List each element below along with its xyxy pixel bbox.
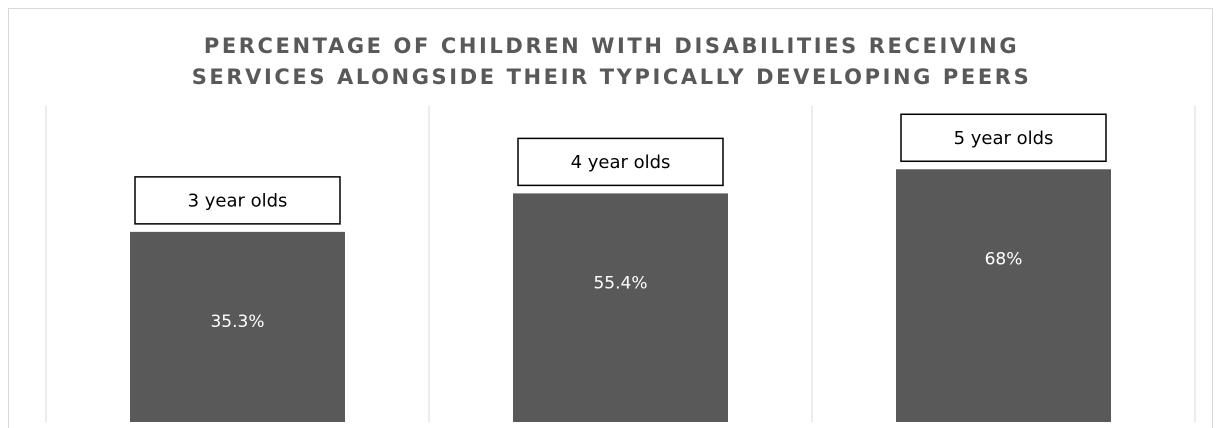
category-label-box-2: [517, 137, 724, 187]
category-label-text-2: 4 year olds: [571, 152, 671, 173]
bar-3: [896, 169, 1111, 422]
category-label-1: 3 year olds: [134, 176, 341, 225]
category-label-3: 5 year olds: [900, 113, 1107, 163]
category-label-2: 4 year olds: [517, 137, 724, 187]
chart-title: PERCENTAGE OF CHILDREN WITH DISABILITIES…: [0, 31, 1223, 93]
bar-value-label-1: 35.3%: [210, 312, 264, 332]
gridlines: [45, 106, 1196, 422]
bar-value-label-3: 68%: [985, 249, 1023, 269]
category-label-text-3: 5 year olds: [954, 128, 1054, 149]
category-label-text-1: 3 year olds: [188, 190, 288, 211]
chart-title-line-1: PERCENTAGE OF CHILDREN WITH DISABILITIES…: [203, 34, 1020, 58]
bar-2: [513, 193, 728, 422]
labels: 35.3% 3 year olds 55.4% 4 year olds 68% 5 yea…: [134, 113, 1107, 332]
bar-value-label-2: 55.4%: [593, 273, 647, 293]
chart-title-line-2: SERVICES ALONGSIDE THEIR TYPICALLY DEVEL…: [191, 65, 1032, 89]
bar-1: [130, 231, 345, 422]
category-label-box-3: [900, 113, 1107, 163]
bars: [130, 169, 1111, 422]
category-label-box-1: [134, 176, 341, 225]
